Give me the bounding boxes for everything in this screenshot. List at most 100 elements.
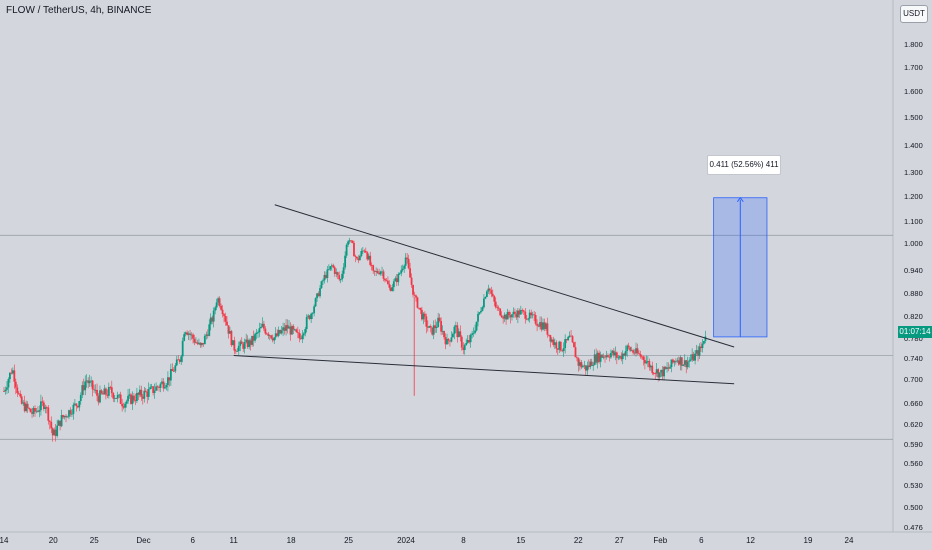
candle-body [354,256,357,257]
candle-body [97,395,100,403]
candle-body [674,361,677,362]
candle-body [502,317,505,319]
candle-body [162,381,165,389]
candle-body [224,316,227,322]
candle-body [37,410,39,412]
candle-body [72,404,75,414]
candle-body [645,361,648,364]
candle-body [90,380,93,382]
candle-body [457,331,460,338]
candle-body [468,340,471,343]
candle-body [327,269,330,271]
candle-body [388,284,391,288]
candle-body [443,331,445,338]
candle-body [595,354,598,363]
y-tick-label: 1.200 [904,192,923,201]
candle-body [57,420,60,426]
candle-body [463,345,466,350]
candle-body [288,326,290,329]
candle-body [294,329,296,331]
candle-body [378,272,380,275]
candle-body [299,338,302,340]
candle-body [66,416,69,418]
candle-body [512,311,515,315]
candle-body [196,342,199,344]
candle-body [391,287,394,291]
candle-body [9,372,11,380]
candle-body [413,294,416,296]
x-tick-label: 8 [461,536,466,545]
candle-body [22,402,25,404]
candle-body [477,313,479,322]
candle-body [336,272,339,276]
candle-body [137,392,140,395]
candle-body [100,390,103,394]
candle-body [623,353,626,356]
candle-body [432,325,435,335]
candle-body [589,361,592,368]
candle-body [240,341,243,344]
candle-body [203,335,206,345]
candle-body [376,271,379,273]
candle-body [96,389,98,396]
candle-body [559,341,562,351]
candle-body [661,369,664,377]
candle-body [698,346,701,356]
currency-button[interactable]: USDT [900,5,928,23]
candle-body [676,360,679,362]
candle-body [134,400,137,402]
candle-body [534,315,537,324]
candle-body [184,332,187,335]
candle-body [214,307,217,311]
x-tick-label: 6 [699,536,704,545]
candle-body [65,415,67,418]
y-tick-label: 0.740 [904,354,923,363]
candle-body [276,333,279,336]
candle-body [208,324,211,336]
candle-body [576,357,578,359]
candle-body [267,333,270,336]
candle-body [506,311,509,320]
candle-body [159,383,162,388]
candle-body [34,408,36,412]
candle-body [59,420,62,427]
candle-body [50,421,53,429]
candle-body [53,429,56,436]
measure-label: 0.411 (52.56%) 411 [707,155,781,175]
candle-body [180,356,183,362]
candle-body [260,326,262,329]
candle-body [218,298,221,306]
candle-body [156,386,159,388]
candle-body [206,334,209,336]
candle-body [683,360,686,365]
candle-body [539,322,541,327]
candle-body [428,326,431,328]
candle-body [688,360,691,362]
candle-body [540,322,543,330]
candle-body [322,280,324,282]
candle-body [452,333,454,338]
candle-body [611,350,614,354]
candle-body [195,342,197,344]
candle-body [472,332,475,334]
candle-body [533,314,536,316]
candle-body [268,335,271,337]
candle-body [181,340,184,357]
candle-body [666,367,668,369]
candle-body [587,365,590,368]
candle-body [310,313,313,320]
candle-body [497,307,500,309]
candle-body [516,310,519,318]
candle-body [401,268,404,271]
candle-body [680,357,683,366]
candle-body [700,346,702,349]
candle-body [484,296,487,299]
candle-body [460,336,463,348]
candle-body [110,387,113,394]
candle-body [667,367,670,369]
candle-body [112,393,115,399]
candle-body [471,333,474,335]
candle-body [450,337,453,342]
candle-body [271,338,274,341]
